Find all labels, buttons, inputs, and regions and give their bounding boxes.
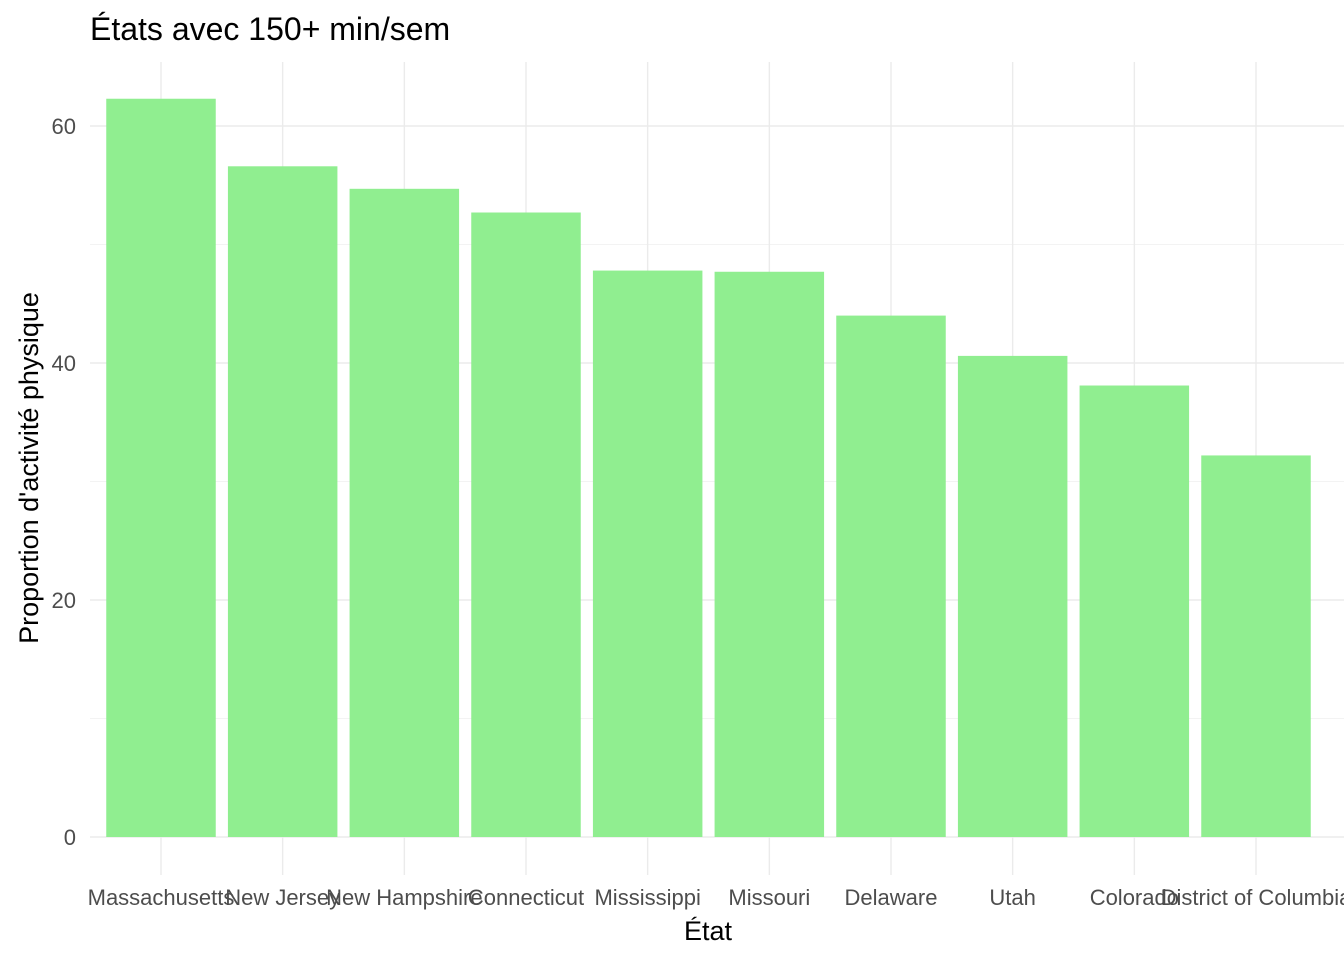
x-tick-label: Missouri: [728, 885, 810, 910]
x-tick-label: Mississippi: [594, 885, 700, 910]
bar: [471, 212, 581, 837]
x-tick-label: New Hampshire: [326, 885, 483, 910]
y-axis-ticks: 0 20 40 60: [52, 114, 76, 850]
x-tick-label: District of Columbia: [1161, 885, 1344, 910]
chart-title: États avec 150+ min/sem: [90, 11, 450, 47]
bar: [1201, 455, 1311, 837]
bar: [1079, 385, 1190, 837]
bar: [592, 270, 703, 837]
bars: [106, 98, 1311, 838]
x-tick-label: New Jersey: [225, 885, 340, 910]
y-tick-label: 20: [52, 588, 76, 613]
bar: [349, 188, 460, 837]
y-tick-label: 40: [52, 351, 76, 376]
x-tick-label: Utah: [989, 885, 1035, 910]
bar: [227, 166, 338, 838]
x-tick-label: Massachusetts: [88, 885, 235, 910]
bar: [714, 271, 825, 837]
bar: [106, 98, 216, 838]
y-tick-label: 60: [52, 114, 76, 139]
bar: [957, 355, 1068, 837]
x-tick-label: Delaware: [845, 885, 938, 910]
y-axis-title: Proportion d'activité physique: [14, 292, 44, 644]
bar: [836, 315, 946, 838]
y-tick-label: 0: [64, 825, 76, 850]
x-tick-label: Connecticut: [468, 885, 584, 910]
x-axis-title: État: [684, 916, 733, 946]
x-tick-label: Colorado: [1090, 885, 1179, 910]
